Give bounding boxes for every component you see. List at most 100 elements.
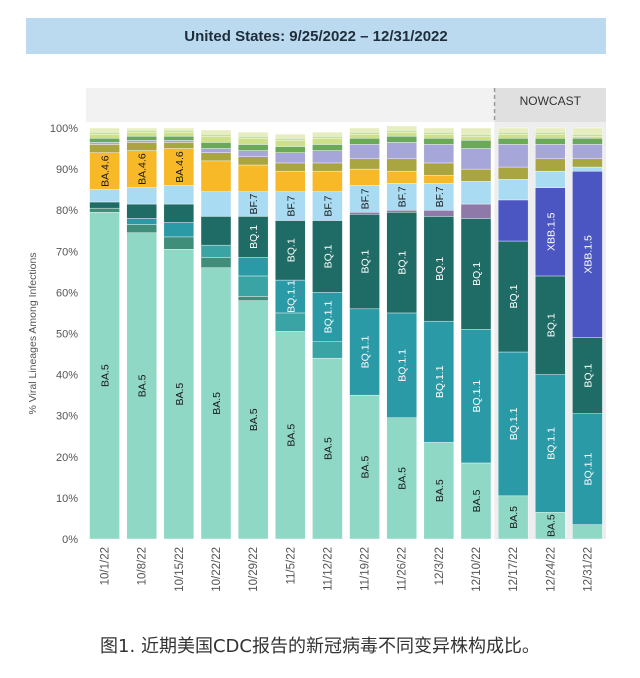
bar-segment-ba-5 — [460, 462, 492, 540]
bar-segment-other7 — [497, 131, 529, 135]
bar-segment-ba-5 — [89, 212, 120, 540]
bar-segment-bf-7 — [89, 189, 120, 203]
bar-segment-other5 — [89, 207, 120, 213]
bar-segment-other3 — [275, 146, 306, 153]
bar-label-bq-1-1: BQ.1.1 — [285, 280, 297, 313]
bar-segment-bq-1 — [349, 214, 380, 310]
x-tick-label: 10/29/22 — [248, 547, 260, 592]
bar-segment-other2 — [126, 142, 157, 151]
bar-segment-bq-1-1 — [163, 222, 195, 238]
bar-segment-other7 — [535, 131, 566, 135]
bar-segment-other7 — [460, 133, 492, 137]
bar-label-ba-5: BA.5 — [322, 437, 334, 460]
bar-label-bq-1: BQ.1 — [545, 313, 557, 337]
bar-segment-other3 — [572, 138, 603, 145]
bar-segment-top — [386, 125, 417, 131]
bar-label-ba-5: BA.5 — [545, 514, 557, 537]
bar-segment-ba-5 — [535, 512, 566, 540]
bar-segment-top — [535, 127, 566, 133]
bar-segment-ba-5 — [237, 300, 269, 540]
bar-segment-top — [460, 127, 492, 135]
bar-segment-bq-1 — [163, 203, 195, 223]
bar-segment-other1 — [349, 144, 380, 160]
bar-segment-other2 — [349, 158, 380, 170]
bar-segment-ba-4-6 — [89, 152, 120, 190]
bar-segment-other1 — [572, 144, 603, 160]
bar-label-ba-4-6: BA.4.6 — [174, 151, 186, 183]
bar-label-ba-4-6: BA.4.6 — [137, 153, 149, 185]
bar-segment-other6 — [460, 203, 492, 219]
x-tick-label: 12/3/22 — [434, 547, 446, 585]
bar-segment-other4 — [163, 131, 195, 137]
bar-segment-other6 — [349, 212, 380, 215]
bar-label-bf-7: BF.7 — [360, 188, 372, 209]
bar-label-ba-5: BA.5 — [360, 456, 372, 479]
bar-label-bq-1: BQ.1 — [582, 364, 594, 388]
bar-segment-other2 — [163, 142, 195, 149]
bar-segment-bq-1-1 — [312, 292, 343, 342]
y-tick-label: 100% — [50, 123, 78, 135]
x-tick-label: 11/12/22 — [322, 547, 334, 591]
bar-segment-bq-1 — [275, 220, 306, 281]
bar-segment-other1 — [312, 150, 343, 164]
y-tick-label: 50% — [56, 329, 78, 341]
bar-label-bf-7: BF.7 — [397, 186, 409, 207]
bar-segment-bq-1-1 — [386, 312, 417, 418]
bar-segment-bq-1-1 — [275, 279, 306, 314]
y-tick-label: 10% — [56, 493, 78, 505]
bar-segment-other3 — [386, 136, 417, 143]
bar-segment-other3 — [237, 144, 269, 151]
bar-segment-other1 — [386, 142, 417, 160]
bar-label-xbb-1-5: XBB.1.5 — [582, 235, 594, 274]
bar-label-ba-5: BA.5 — [174, 383, 186, 406]
bar-segment-other1 — [200, 148, 232, 153]
bar-segment-other3 — [497, 138, 529, 145]
bar-segment-other4 — [200, 136, 232, 143]
bar-label-bq-1-1: BQ.1.1 — [434, 365, 446, 398]
bar-segment-other7 — [349, 131, 380, 135]
bar-label-bf-7: BF.7 — [322, 195, 334, 216]
bar-segment-top — [312, 131, 343, 137]
bar-segment-ba-5 — [126, 232, 157, 540]
bar-segment-bf-7 — [200, 191, 232, 217]
bar-label-bf-7: BF.7 — [248, 193, 260, 214]
x-tick-label: 12/10/22 — [471, 547, 483, 592]
bar-segment-bq-1 — [89, 201, 120, 209]
bar-label-bq-1-1: BQ.1.1 — [322, 301, 334, 334]
bar-segment-other5 — [163, 236, 195, 250]
bar-segment-other3 — [163, 136, 195, 141]
bar-segment-bf-7 — [423, 183, 455, 211]
bar-segment-other4 — [89, 133, 120, 139]
bar-segment-bf-7 — [349, 185, 380, 213]
bar-segment-other4 — [275, 140, 306, 147]
bar-segment-other7 — [200, 133, 232, 137]
bar-label-ba-5: BA.5 — [211, 392, 223, 415]
bar-label-bq-1: BQ.1 — [285, 238, 297, 262]
bar-segment-bf-7 — [275, 191, 306, 221]
y-tick-label: 80% — [56, 205, 78, 217]
bar-segment-other3 — [535, 138, 566, 145]
bar-segment-other7 — [386, 129, 417, 133]
bar-segment-bq-1-1 — [535, 374, 566, 513]
bar-segment-bq-1 — [572, 337, 603, 414]
nowcast-label: NOWCAST — [520, 94, 582, 108]
bar-segment-ba-4-6 — [200, 160, 232, 192]
bar-label-bq-1-1: BQ.1.1 — [360, 335, 372, 368]
bar-label-bq-1: BQ.1 — [322, 244, 334, 268]
bar-segment-other3 — [460, 140, 492, 149]
chart-title: United States: 9/25/2022 – 12/31/2022 — [184, 27, 448, 45]
stacked-bar-chart: NOWCAST 0% 10% 20% 30% 40% 50% 60% 70% 80% 90% 100%… — [27, 88, 606, 592]
bar-segment-other6 — [423, 209, 455, 217]
bar-segment-other2 — [386, 158, 417, 172]
bar-segment-other4 — [312, 138, 343, 145]
bar-label-ba-5: BA.5 — [508, 506, 520, 529]
bar-segment-bf-7 — [497, 179, 529, 201]
bar-segment-other4 — [126, 131, 157, 137]
x-tick-label: 10/22/22 — [211, 547, 223, 592]
bar-segment-ba-4-6 — [423, 175, 455, 184]
bar-segment-other7 — [126, 129, 157, 133]
bar-segment-other2 — [423, 162, 455, 176]
bar-segment-other1 — [497, 144, 529, 168]
bar-label-bq-1: BQ.1 — [471, 262, 483, 286]
bar-segment-other4 — [349, 133, 380, 139]
